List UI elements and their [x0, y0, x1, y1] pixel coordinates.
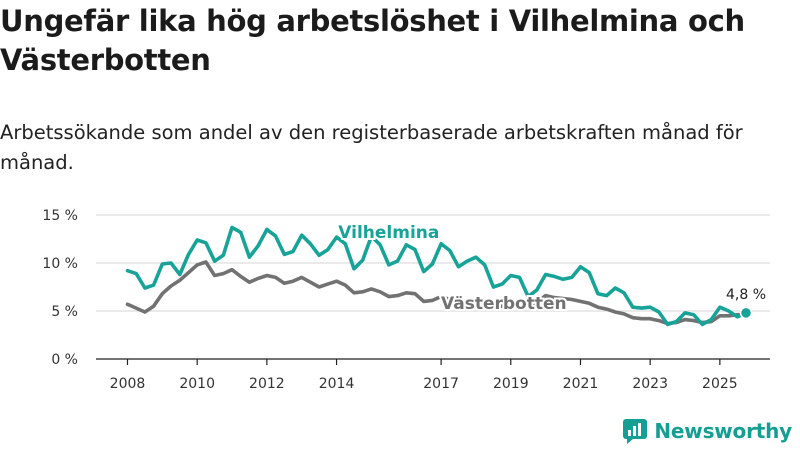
end-value-label: 4,8 %: [726, 287, 766, 303]
x-tick-label: 2021: [563, 376, 599, 392]
series-line-vasterbotten: [125, 260, 748, 326]
y-tick-label: 15 %: [42, 208, 78, 224]
x-tick-label: 2025: [702, 376, 738, 392]
x-tick-label: 2014: [319, 376, 355, 392]
chart-title: Ungefär lika hög arbetslöshet i Vilhelmi…: [0, 4, 745, 77]
x-tick-label: 2012: [249, 376, 285, 392]
series-label-vilhelmina: Vilhelmina: [338, 223, 439, 243]
x-tick-label: 2008: [110, 376, 146, 392]
x-tick-label: 2010: [179, 376, 215, 392]
series: [125, 225, 748, 327]
y-tick-label: 10 %: [42, 256, 78, 272]
newsworthy-logo-icon: [623, 419, 648, 444]
x-tick-label: 2023: [632, 376, 668, 392]
axes: 0 % 5 % 10 % 15 % 2008 2010 2012 2014 2017 2019 20…: [42, 208, 770, 392]
x-tick-label: 2019: [493, 376, 529, 392]
y-tick-label: 0 %: [51, 352, 78, 368]
series-label-vasterbotten: Västerbotten: [441, 294, 567, 314]
x-tick-label: 2017: [423, 376, 459, 392]
labels: Vilhelmina Västerbotten 4,8 %: [336, 221, 766, 320]
series-line-vilhelmina: [125, 225, 748, 327]
y-tick-label: 5 %: [51, 304, 78, 320]
end-point-marker: [739, 306, 753, 320]
chart-subtitle: Arbetssökande som andel av den registerb…: [0, 121, 743, 174]
brand-logo: Newsworthy: [622, 418, 792, 444]
brand-name: Newsworthy: [654, 419, 792, 443]
